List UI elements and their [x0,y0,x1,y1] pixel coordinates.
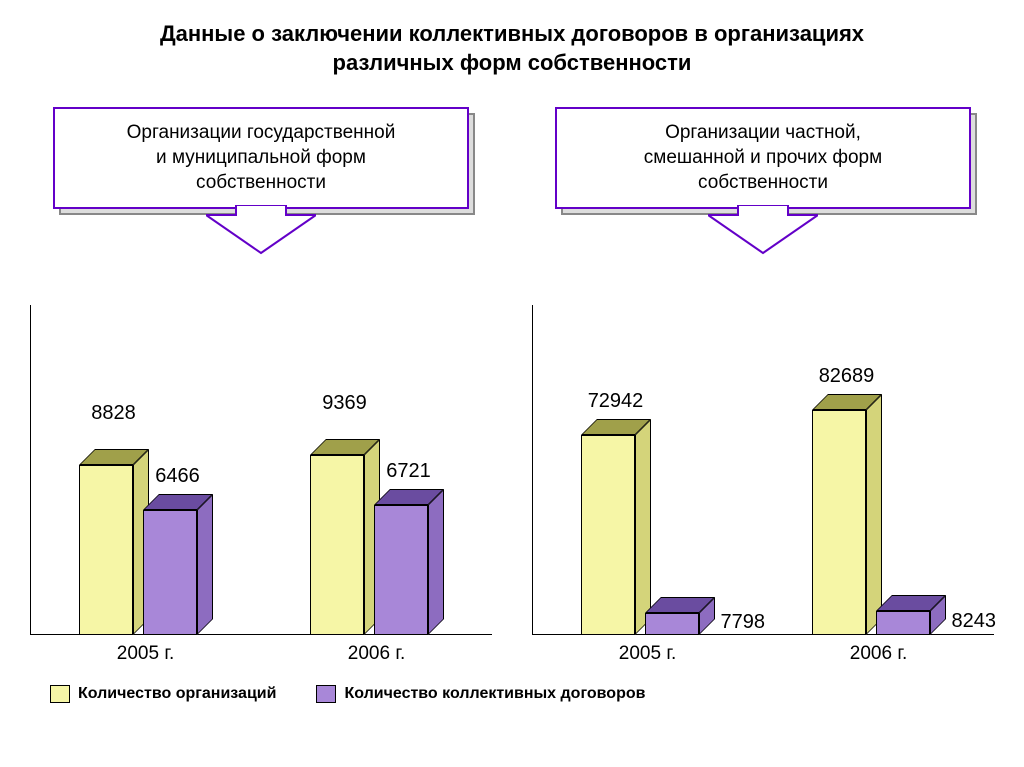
legend-swatch-contracts [316,685,336,703]
legend: Количество организаций Количество коллек… [30,685,994,703]
left-callout-box: Организации государственной и муниципаль… [53,107,469,209]
bar-value-label: 6466 [143,465,213,488]
left-chart: 882864662005 г. 936967212006 г. [30,255,492,635]
legend-label-contracts: Количество коллективных договоров [344,685,645,703]
year-label: 2006 г. [348,643,405,665]
left-panel: Организации государственной и муниципаль… [30,107,492,635]
bar: 6721 [374,489,444,635]
bar: 72942 [581,419,651,635]
bar-value-label: 8828 [79,402,149,425]
columns-container: Организации государственной и муниципаль… [30,107,994,635]
bar-value-label: 7798 [721,611,766,634]
bar: 7798 [645,597,715,635]
left-callout: Организации государственной и муниципаль… [30,107,492,255]
right-chart: 7294277982005 г. 8268982432006 г. [532,255,994,635]
year-group: 8268982432006 г. [812,394,946,635]
year-group: 936967212006 г. [310,439,444,635]
bar-value-label: 9369 [310,392,380,415]
right-callout-box: Организации частной, смешанной и прочих … [555,107,971,209]
bar-value-label: 72942 [581,390,651,413]
bar: 82689 [812,394,882,635]
legend-swatch-orgs [50,685,70,703]
bar: 6466 [143,494,213,635]
down-arrow-icon [708,205,818,255]
bar-value-label: 6721 [374,460,444,483]
year-label: 2005 г. [117,643,174,665]
right-callout: Организации частной, смешанной и прочих … [532,107,994,255]
legend-label-orgs: Количество организаций [78,685,276,703]
main-title: Данные о заключении коллективных договор… [30,20,994,77]
bar-value-label: 8243 [952,610,997,633]
legend-item-contracts: Количество коллективных договоров [316,685,645,703]
right-panel: Организации частной, смешанной и прочих … [532,107,994,635]
bar-value-label: 82689 [812,365,882,388]
year-group: 7294277982005 г. [581,419,715,635]
bar: 9369 [310,439,380,635]
bar: 8828 [79,449,149,635]
year-group: 882864662005 г. [79,449,213,635]
year-label: 2005 г. [619,643,676,665]
down-arrow-icon [206,205,316,255]
year-label: 2006 г. [850,643,907,665]
legend-item-orgs: Количество организаций [50,685,276,703]
bar: 8243 [876,595,946,635]
